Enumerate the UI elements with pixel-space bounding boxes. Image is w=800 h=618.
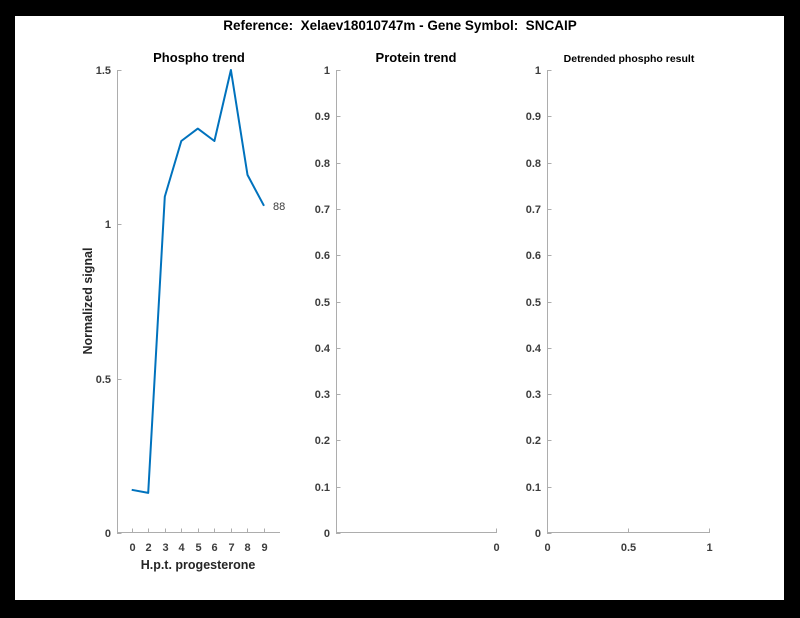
x-tick-label: 3 [162,542,168,554]
y-tick-label: 0.4 [315,343,331,355]
y-tick-label: 0.1 [315,482,330,494]
x-tick-label: 0.5 [621,542,636,554]
phospho-y-axis-label: Normalized signal [81,247,95,355]
phospho-trend-title: Phospho trend [153,50,245,65]
protein-trend-axes: 0 0.1 0.2 0.3 0.4 0.5 0.6 0.7 0.8 0.9 1 0 [315,65,500,554]
x-tick-label: 1 [706,542,712,554]
x-tick-label: 4 [178,542,185,554]
y-tick-label: 0.9 [315,111,330,123]
x-tick-label: 9 [261,542,267,554]
y-tick-label: 0.5 [315,297,330,309]
y-tick-label: 0.6 [526,250,541,262]
y-tick-label: 0 [535,528,541,540]
figure-title: Reference: Xelaev18010747m - Gene Symbol… [223,18,577,33]
x-tick-label: 7 [228,542,234,554]
x-tick-label: 0 [544,542,550,554]
y-tick-label: 0.4 [526,343,542,355]
x-tick-label: 2 [145,542,151,554]
y-tick-label: 0.9 [526,111,541,123]
y-tick-label: 0.7 [315,204,330,216]
y-tick-label: 0 [324,528,330,540]
x-tick-label: 0 [129,542,135,554]
x-tick-label: 5 [195,542,201,554]
x-tick-label: 0 [493,542,499,554]
x-tick-label: 8 [244,542,250,554]
detrended-phospho-title: Detrended phospho result [563,53,695,65]
y-tick-label: 1.5 [96,65,111,77]
phospho-trend-line [131,69,265,494]
y-tick-label: 0.8 [526,158,541,170]
x-tick-label: 6 [211,542,217,554]
y-tick-label: 0.8 [315,158,330,170]
y-tick-label: 1 [324,65,330,77]
phospho-trend-axes: 00.511.50 2 3 4 5 6 7 8 988 [96,65,286,554]
y-tick-label: 0.3 [315,389,330,401]
detrended-phospho-axes: 0 0.1 0.2 0.3 0.4 0.5 0.6 0.7 0.8 0.9 1 0 0.5 1 [526,65,713,554]
y-tick-label: 0.5 [96,374,111,386]
y-tick-label: 1 [535,65,541,77]
y-tick-label: 0.2 [526,435,541,447]
figure-background [15,16,784,600]
protein-trend-title: Protein trend [375,50,457,65]
y-tick-label: 0.3 [526,389,541,401]
data-point-annotation: 88 [273,201,285,213]
y-tick-label: 0 [105,528,111,540]
y-tick-label: 0.5 [526,297,541,309]
phospho-x-axis-label: H.p.t. progesterone [140,558,256,572]
y-tick-label: 0.6 [315,250,330,262]
y-tick-label: 1 [105,219,111,231]
y-tick-label: 0.2 [315,435,330,447]
y-tick-label: 0.1 [526,482,541,494]
y-tick-label: 0.7 [526,204,541,216]
